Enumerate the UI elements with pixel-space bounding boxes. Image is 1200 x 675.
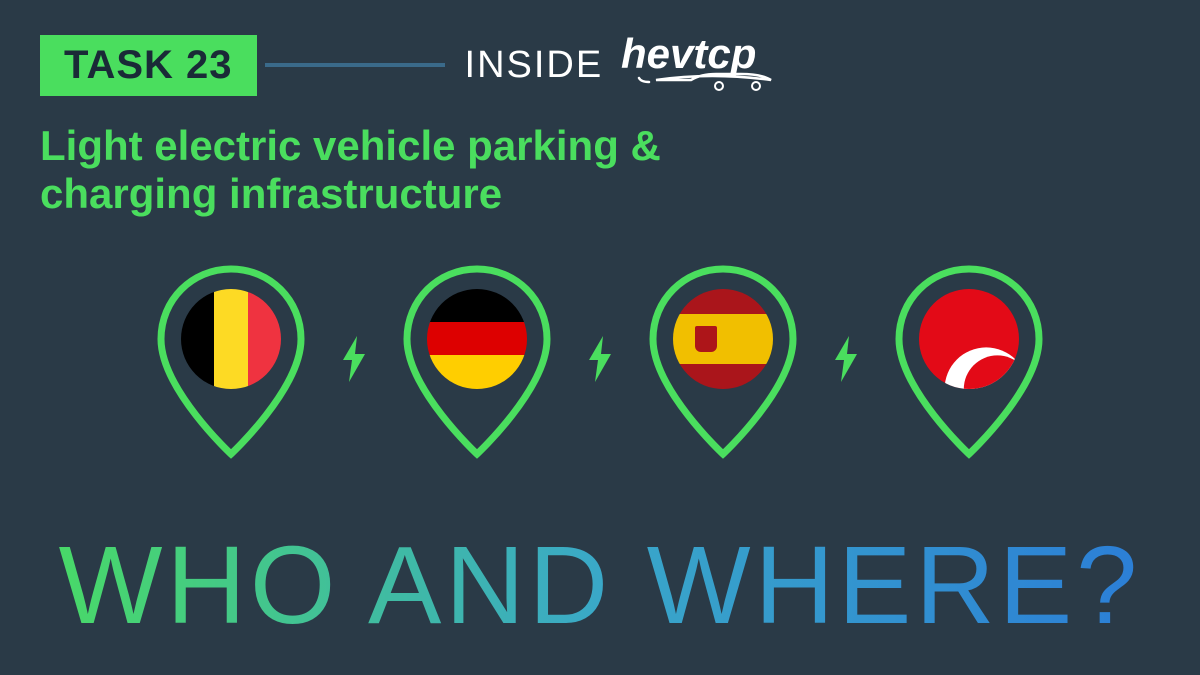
lightning-icon xyxy=(339,336,369,382)
subtitle: Light electric vehicle parking & chargin… xyxy=(0,100,800,219)
svg-text:hevtcp: hevtcp xyxy=(621,30,756,77)
lightning-icon xyxy=(585,336,615,382)
pins-row xyxy=(0,259,1200,459)
header-row: TASK 23 INSIDE hevtcp xyxy=(0,0,1200,100)
flag-germany-icon xyxy=(427,289,527,389)
flag-turkey-icon xyxy=(919,289,1019,389)
pin-belgium xyxy=(151,259,311,459)
pin-germany xyxy=(397,259,557,459)
hevtcp-logo: hevtcp xyxy=(621,30,811,100)
header-divider xyxy=(265,63,445,67)
pin-turkey xyxy=(889,259,1049,459)
flag-spain-icon xyxy=(673,289,773,389)
lightning-icon xyxy=(831,336,861,382)
footer-question: WHO AND WHERE? xyxy=(0,522,1200,649)
inside-group: INSIDE hevtcp xyxy=(465,30,812,100)
flag-belgium-icon xyxy=(181,289,281,389)
pin-spain xyxy=(643,259,803,459)
inside-label: INSIDE xyxy=(465,44,604,87)
task-badge: TASK 23 xyxy=(40,35,257,96)
